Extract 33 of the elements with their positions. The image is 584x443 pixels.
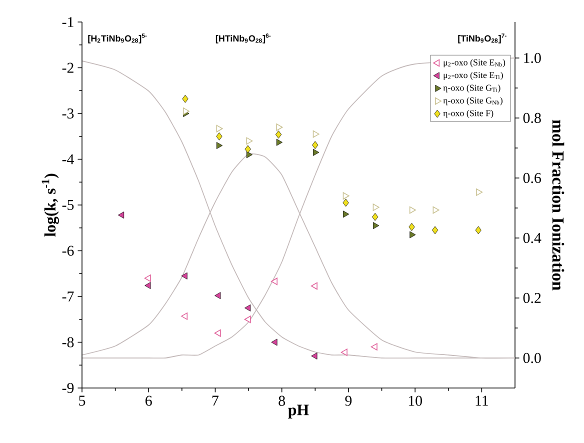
- x-tick-label: 10: [408, 396, 422, 406]
- x-tick-label: 8: [278, 396, 286, 406]
- y-tick-label: -8: [62, 337, 74, 348]
- y-tick-label: -5: [62, 200, 74, 210]
- annotation: [TiNb$_{9}$O$_{28}$]$^{7-}$: [458, 34, 506, 44]
- x-tick-label: 9: [345, 396, 352, 406]
- y2-tick-label: 0.4: [523, 232, 542, 244]
- x-tick-label: 5: [79, 396, 86, 406]
- y-tick-label: -3: [62, 108, 74, 119]
- y2-tick-label: 0.2: [523, 292, 541, 304]
- x-tick-label: 6: [146, 396, 152, 406]
- y-tick-label: -7: [62, 292, 74, 302]
- legend-label: η-oxo (Site G$_{Ti}$): [443, 84, 500, 93]
- y2-axis-title: mol Fraction Ionization: [552, 120, 564, 290]
- y2-tick-label: 0.8: [523, 112, 541, 124]
- y-tick-label: -4: [62, 154, 74, 164]
- legend-label: μ$_{2}$-oxo (Site E$_{Nb}$): [444, 59, 506, 68]
- y-tick-label: -2: [62, 62, 74, 73]
- y-axis-title: log(k, s$^{-1}$): [42, 174, 59, 237]
- legend-label: μ$_{2}$-oxo (Site E$_{Ti}$): [444, 72, 503, 80]
- y-tick-label: -9: [62, 382, 74, 394]
- x-axis-title: pH: [288, 404, 309, 419]
- y2-tick-label: 0.6: [523, 172, 542, 184]
- annotation: [H$_{2}$TiNb$_{9}$O$_{28}$]$^{5-}$: [88, 34, 147, 44]
- annotation: [HTiNb$_{9}$O$_{28}$]$^{6-}$: [216, 34, 271, 44]
- legend-label: η-oxo (Site G$_{Nb}$): [443, 97, 502, 106]
- y2-tick-label: 0.0: [523, 352, 541, 364]
- y-tick-label: -1: [62, 17, 74, 27]
- y2-tick-label: 1.0: [524, 52, 541, 64]
- x-tick-label: 11: [476, 396, 488, 406]
- y-tick-label: -6: [62, 246, 74, 256]
- legend-label: η-oxo (Site F): [443, 110, 494, 118]
- x-tick-label: 7: [212, 396, 219, 406]
